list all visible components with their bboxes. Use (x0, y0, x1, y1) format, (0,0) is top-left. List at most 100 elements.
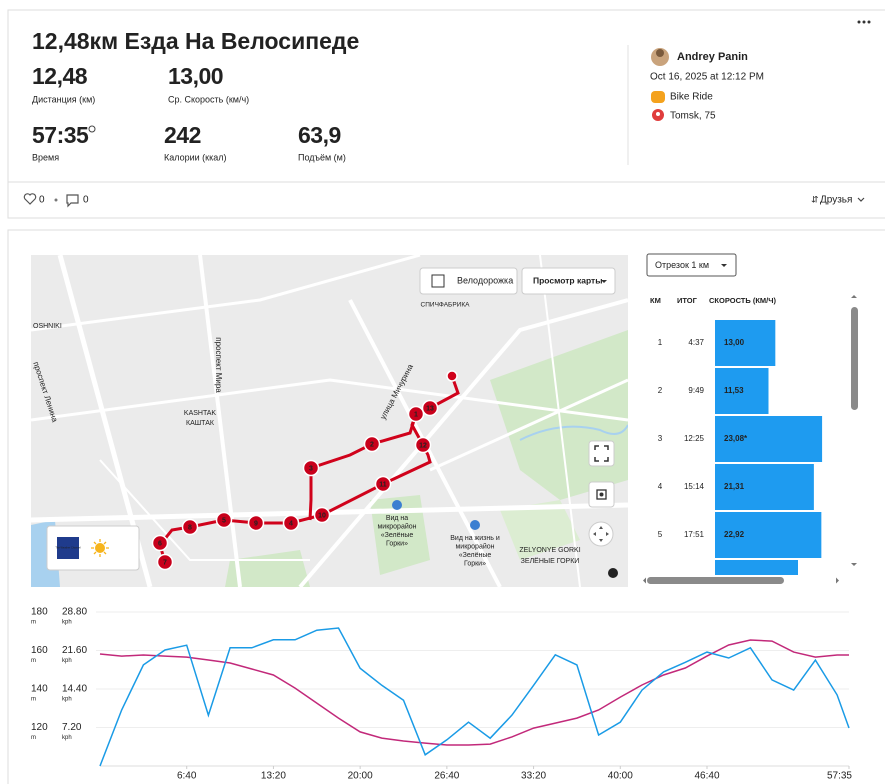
x-tick-label: 26:40 (434, 771, 459, 782)
elevation-tick-label: 120 (31, 722, 48, 733)
sport-icon (651, 91, 665, 103)
poi-label: Вид на жизнь и (450, 535, 500, 542)
split-bar (715, 464, 814, 510)
speed-unit: kph (62, 658, 72, 664)
split-km: 4 (658, 482, 663, 491)
checkbox[interactable] (431, 274, 445, 288)
split-bar (715, 416, 823, 462)
km-marker-label: 7 (163, 559, 167, 566)
split-selector[interactable] (646, 253, 737, 277)
info-icon[interactable] (88, 125, 96, 133)
split-bar (715, 320, 776, 366)
comment-icon[interactable] (66, 194, 79, 208)
km-marker-label: 3 (309, 465, 313, 472)
km-marker-label: 5 (222, 517, 226, 524)
speed-tick-label: 21.60 (62, 645, 87, 656)
poi-label: Вид на (386, 515, 408, 522)
social-bar (7, 181, 885, 219)
x-tick-label: 57:35 (827, 771, 852, 782)
stat-label: Дистанция (км) (32, 94, 95, 104)
split-bar (715, 368, 769, 414)
km-marker-label: 4 (289, 520, 293, 527)
km-marker-label: 13 (426, 405, 434, 412)
x-tick-label: 20:00 (348, 771, 373, 782)
pan-control[interactable] (588, 521, 614, 547)
header: 12,48км Езда На Велосипеде Andrey Panin … (32, 20, 871, 165)
km-marker-label: 10 (318, 512, 326, 519)
split-km: 2 (658, 386, 663, 395)
athlete-name[interactable]: Andrey Panin (677, 51, 748, 63)
split-selector-label: Отрезок 1 км (655, 260, 709, 270)
map-label: OSHNIKI (33, 323, 62, 330)
map-view-button[interactable] (521, 267, 616, 295)
speed-line (99, 627, 850, 767)
split-speed-label: 21,31 (724, 482, 745, 491)
weather-logo-text: The Weather Channel (55, 546, 81, 550)
poi-label: Горки» (464, 560, 486, 567)
split-speed-label: 23,08* (724, 434, 748, 443)
speed-tick-label: 14.40 (62, 684, 87, 695)
km-marker (282, 514, 300, 532)
speed-unit: kph (62, 735, 72, 741)
dot (857, 20, 861, 24)
chevron (601, 280, 607, 283)
more-menu[interactable] (857, 20, 871, 24)
poi-label: «Зелёные (459, 552, 492, 559)
split-speed-label: 11,53 (724, 386, 744, 395)
horizontal-scrollbar[interactable] (647, 577, 784, 584)
poi-icon (392, 500, 402, 510)
stat-value: 242 (164, 122, 201, 148)
fullscreen-icon (594, 445, 609, 462)
km-marker (302, 459, 320, 477)
km-marker-label: 1 (414, 411, 418, 418)
x-tick-label: 33:20 (521, 771, 546, 782)
weather-logo (57, 537, 79, 559)
split-km: 1 (658, 338, 663, 347)
poi-label: микрорайон (455, 542, 494, 550)
split-column: КМ (650, 296, 661, 305)
map-label: проспект Мира (214, 337, 223, 393)
split-bar-partial (715, 560, 798, 575)
activity-date: Oct 16, 2025 at 12:12 PM (650, 72, 764, 83)
map-label: КАШТАК (186, 420, 215, 427)
splits-panel: Отрезок 1 км КМ ИТОГ СКОРОСТЬ (КМ/Ч) 1 4:37… (643, 253, 858, 584)
recenter-icon (596, 489, 607, 500)
visibility[interactable]: Друзья (820, 195, 852, 206)
km-marker (247, 514, 265, 532)
road (99, 459, 310, 561)
like-icon[interactable] (23, 193, 37, 205)
road (539, 255, 581, 587)
park (370, 495, 430, 575)
km-marker (421, 399, 439, 417)
km-marker-label: 12 (419, 442, 427, 449)
info-button[interactable] (608, 568, 618, 578)
x-tick-label: 6:40 (177, 771, 197, 782)
vertical-scrollbar[interactable] (851, 307, 858, 410)
x-tick-label: 13:20 (261, 771, 286, 782)
sport-type: Bike Ride (670, 92, 713, 103)
x-tick-label: 46:40 (694, 771, 719, 782)
km-marker (156, 553, 174, 571)
split-column: ИТОГ (677, 296, 698, 305)
map-controls: Велодорожка Просмотр карты i The Weather… (46, 267, 618, 578)
road (298, 298, 628, 587)
chevron (721, 264, 727, 267)
km-marker-label: 11 (379, 481, 387, 488)
poi-label: «Зелёные (381, 532, 414, 539)
elevation-line (99, 639, 849, 746)
split-time: 4:37 (688, 338, 704, 347)
sun-rays (91, 539, 109, 557)
visibility-icon: ⇵ (811, 194, 819, 204)
stat-label: Время (32, 152, 59, 162)
poi-icon (470, 520, 480, 530)
fullscreen-button[interactable] (588, 440, 615, 467)
km-marker-label: 9 (254, 520, 258, 527)
km-marker (407, 405, 425, 423)
park (500, 500, 580, 560)
sun-icon (95, 543, 105, 553)
speed-unit: kph (62, 620, 72, 626)
split-time: 12:25 (684, 434, 705, 443)
dot (867, 20, 871, 24)
